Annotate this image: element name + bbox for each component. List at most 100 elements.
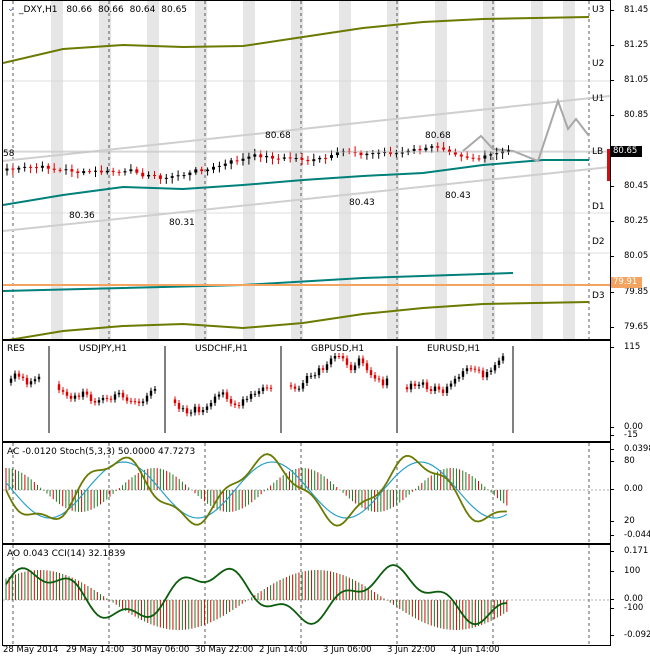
candle-body xyxy=(194,169,198,173)
candle-body xyxy=(111,170,115,172)
time-label: 29 May 14:00 xyxy=(66,645,125,655)
minichart-candle xyxy=(377,378,381,380)
time-label: 28 May 2014 xyxy=(3,645,59,655)
minichart-candle xyxy=(325,364,329,370)
chart-menu-icon[interactable]: ⌄ xyxy=(7,4,15,14)
minichart-candle xyxy=(261,387,265,392)
candle-body xyxy=(70,169,74,172)
minicharts xyxy=(9,346,514,433)
minichart-candle xyxy=(65,391,69,396)
price-scale[interactable]: 81.45 81.25 81.05 80.85 80.45 80.25 80.0… xyxy=(609,0,650,338)
candle-body xyxy=(212,166,215,170)
session-shade xyxy=(51,1,63,339)
minichart-candle xyxy=(493,365,497,371)
candle-body xyxy=(465,156,469,158)
candle-body xyxy=(182,175,186,177)
candle-body xyxy=(483,155,487,159)
ac-stoch-pane[interactable]: AC -0.0120 Stoch(5,3,3) 50.0000 47.7273 xyxy=(2,442,611,544)
scale-tick: -0.0446 xyxy=(610,530,650,540)
ao-cci-pane[interactable]: AO 0.043 CCI(14) 32.1839 xyxy=(2,544,611,646)
minichart-candle xyxy=(233,403,237,406)
stoch-signal-line xyxy=(5,461,508,519)
minichart-candle xyxy=(457,376,461,379)
candle-body xyxy=(141,172,145,177)
price-tick: 81.25 xyxy=(609,40,649,50)
minichart-candle xyxy=(245,398,249,400)
candle-body xyxy=(353,152,357,154)
price-tick: 81.05 xyxy=(609,75,649,85)
low-annotation: 80.36 xyxy=(69,211,95,221)
candle-body xyxy=(241,158,245,161)
level-lb: LB xyxy=(592,147,604,157)
minichart-candle xyxy=(253,393,257,395)
candle-body xyxy=(359,152,363,156)
time-label: 30 May 22:00 xyxy=(195,645,254,655)
moving-average xyxy=(3,159,589,206)
scale-tick: -15 xyxy=(610,430,638,440)
minichart-candle xyxy=(241,399,245,406)
minichart-candle xyxy=(461,371,465,377)
candle-body xyxy=(400,152,404,154)
minichart-candle xyxy=(289,385,293,387)
minicharts-pane[interactable]: RES USDJPY,H1 USDCHF,H1 GBPUSD,H1 EURUSD… xyxy=(2,340,611,442)
minichart-label-usdjpy: USDJPY,H1 xyxy=(79,344,127,354)
minichart-candle xyxy=(421,382,425,385)
candle-body xyxy=(442,147,446,150)
candle-body xyxy=(82,171,86,174)
minichart-candle xyxy=(297,388,301,390)
minichart-candle xyxy=(465,368,469,372)
minichart-candle xyxy=(221,392,225,395)
candle-body xyxy=(35,167,38,169)
minichart-candle xyxy=(453,378,457,384)
candle-body xyxy=(247,156,251,159)
time-label: 2 Jun 14:00 xyxy=(259,645,308,655)
price-tick: 80.85 xyxy=(609,110,649,120)
minichart-candle xyxy=(409,383,413,390)
minichart-candle xyxy=(153,388,157,391)
candle-body xyxy=(46,165,50,169)
minichart-candle xyxy=(321,368,325,370)
minichart-candle xyxy=(269,387,273,389)
low-annotation: 80.31 xyxy=(169,218,195,228)
candle-body xyxy=(383,152,387,154)
minichart-candle xyxy=(21,376,25,378)
candle-body xyxy=(105,170,109,173)
scale-tick: -100 xyxy=(609,603,644,613)
price-tick: 80.05 xyxy=(609,251,649,261)
price-tick: 81.45 xyxy=(609,5,649,15)
main-chart-pane[interactable]: _DXY,H1 80.66 80.66 80.64 80.65 ⌄ 58 80.… xyxy=(2,0,611,340)
minichart-candle xyxy=(113,394,117,400)
candle-body xyxy=(135,169,139,173)
candle-body xyxy=(282,157,286,159)
scale-tick: 0.00 xyxy=(610,422,643,432)
minichart-candle xyxy=(445,386,449,393)
minichart-candle xyxy=(173,399,177,404)
session-shade xyxy=(243,1,255,339)
minichart-candle xyxy=(213,396,217,403)
ao-cci-chart xyxy=(3,545,610,645)
minichart-candle xyxy=(205,406,209,410)
ao-cci-label: AO 0.043 CCI(14) 32.1839 xyxy=(7,549,126,559)
minichart-candle xyxy=(405,387,409,390)
minichart-candle xyxy=(501,356,505,361)
candle-body xyxy=(223,163,227,166)
level-d1: D1 xyxy=(592,202,605,212)
session-shade xyxy=(387,1,399,339)
candle-body xyxy=(448,149,451,153)
candle-body xyxy=(276,158,280,160)
candle-body xyxy=(11,168,15,170)
minichart-candle xyxy=(413,383,417,387)
minichart-candle xyxy=(429,389,433,392)
candle-body xyxy=(306,159,310,162)
minichart-candle xyxy=(473,368,477,370)
minichart-candle xyxy=(69,395,73,399)
minichart-candle xyxy=(481,370,485,378)
minichart-candle xyxy=(97,400,101,403)
ac-stoch-label: AC -0.0120 Stoch(5,3,3) 50.0000 47.7273 xyxy=(7,447,196,457)
minichart-candle xyxy=(109,398,113,400)
minichart-candle xyxy=(85,391,89,395)
candle-body xyxy=(265,155,269,158)
minichart-candle xyxy=(89,394,93,402)
symbol-label: _DXY,H1 xyxy=(19,5,58,15)
